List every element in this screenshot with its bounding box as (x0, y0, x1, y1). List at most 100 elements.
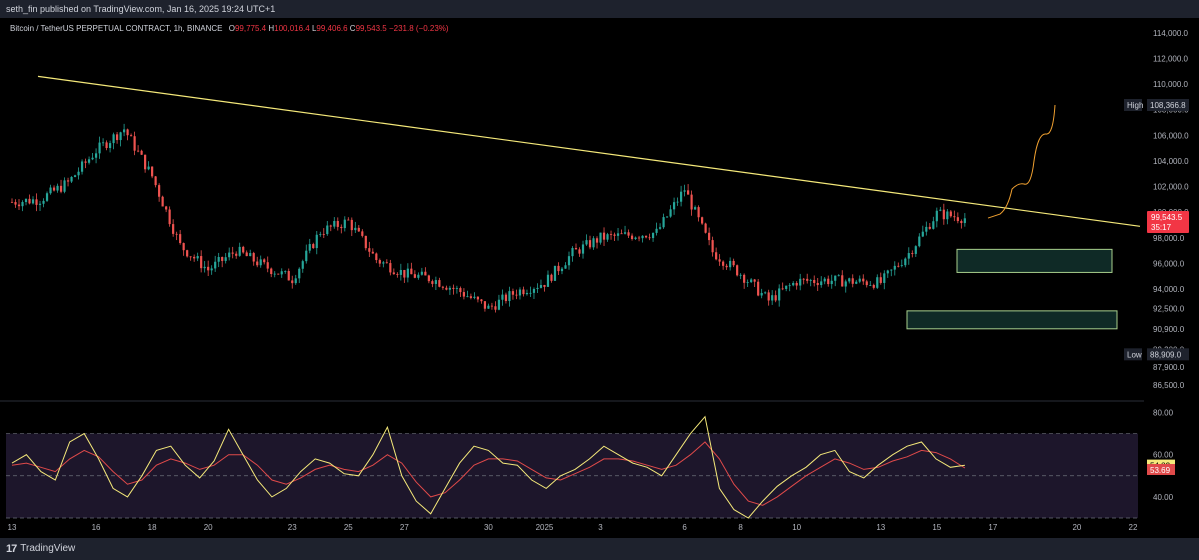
candle-body (189, 256, 192, 258)
rsi-y-tick-label: 60.00 (1153, 451, 1174, 460)
candle-body (715, 252, 718, 260)
candle-body (595, 238, 599, 243)
candle-body (77, 171, 80, 176)
candle-body (546, 274, 550, 287)
candle-body (907, 253, 910, 259)
candle-body (98, 142, 101, 154)
candle-body (452, 287, 455, 289)
candle-body (406, 268, 409, 278)
x-tick-label: 18 (148, 523, 157, 532)
candle-body (651, 232, 655, 239)
candle-body (483, 301, 487, 309)
candle-body (52, 187, 56, 191)
legend-change: −231.8 (−0.23%) (388, 24, 449, 33)
candle-body (329, 225, 332, 227)
candle-body (105, 142, 108, 149)
candle-body (918, 236, 921, 247)
candle-body (599, 232, 602, 243)
current-price-value: 99,543.5 (1151, 213, 1183, 222)
candle-body (904, 258, 907, 266)
candle-body (403, 269, 406, 278)
y-tick-label: 114,000.0 (1153, 29, 1189, 38)
candle-body (56, 185, 59, 191)
candle-body (413, 274, 416, 278)
candle-body (270, 268, 273, 275)
candle-body (172, 224, 175, 234)
candle-body (112, 134, 115, 144)
candle-body (476, 296, 480, 300)
x-tick-label: 22 (1129, 523, 1138, 532)
candle-body (781, 288, 784, 290)
candle-body (697, 207, 700, 218)
candle-body (147, 166, 150, 170)
candle-body (820, 281, 823, 286)
candle-body (592, 238, 595, 248)
candle-body (133, 136, 136, 151)
candle-body (771, 295, 774, 301)
candle-body (417, 274, 420, 278)
rsi-ma-value-tag (1147, 463, 1175, 475)
candle-body (35, 199, 38, 205)
top-bar: seth_fin published on TradingView.com, J… (0, 0, 1199, 18)
candle-body (340, 226, 343, 229)
candle-body (228, 252, 231, 258)
x-tick-label: 20 (1072, 523, 1081, 532)
candle-body (487, 305, 490, 309)
candle-body (343, 219, 346, 229)
x-tick-label: 10 (792, 523, 801, 532)
candle-body (182, 243, 185, 251)
candle-body (497, 299, 501, 310)
candle-body (277, 273, 280, 275)
y-tick-label: 98,000.0 (1153, 234, 1185, 243)
candle-body (743, 274, 746, 283)
demand-zone (956, 248, 1113, 273)
candle-body (792, 282, 795, 286)
candle-body (438, 280, 441, 287)
candle-body (732, 260, 735, 266)
candle-body (644, 235, 648, 238)
candle-body (410, 268, 413, 275)
candle-body (588, 240, 592, 248)
high-value-bg (1147, 98, 1189, 111)
candle-body (855, 281, 858, 284)
y-tick-label: 96,000.0 (1153, 259, 1185, 268)
candle-body (256, 261, 259, 266)
candle-body (637, 237, 641, 239)
y-tick-label: 110,000.0 (1153, 80, 1189, 89)
legend-symbol: Bitcoin / TetherUS PERPETUAL CONTRACT, 1… (10, 24, 223, 33)
candle-body (669, 209, 672, 217)
candle-body (581, 244, 585, 254)
candle-body (224, 257, 227, 261)
candle-body (928, 226, 931, 229)
tradingview-logo[interactable]: 17 TradingView (6, 538, 75, 560)
candle-body (126, 129, 129, 136)
candle-body (858, 278, 861, 282)
x-tick-label: 13 (8, 523, 17, 532)
candle-body (665, 216, 669, 218)
candle-body (179, 234, 182, 244)
candle-body (956, 217, 959, 222)
candle-body (161, 196, 164, 207)
low-label-bg (1124, 348, 1142, 361)
candle-body (420, 271, 423, 275)
candle-body (893, 265, 896, 270)
candle-body (869, 285, 872, 286)
candle-body (175, 233, 178, 235)
candle-body (259, 259, 262, 266)
candle-body (641, 235, 644, 239)
x-tick-label: 2025 (536, 523, 554, 532)
candle-body (252, 253, 255, 262)
candle-body (221, 257, 224, 261)
high-value: 108,366.8 (1150, 101, 1186, 110)
candle-body (872, 285, 875, 288)
candle-body (515, 294, 518, 296)
candle-body (108, 143, 112, 149)
candle-body (623, 232, 627, 234)
legend-open-value: 99,775.4 (234, 24, 267, 33)
legend-close-label: C (349, 24, 356, 33)
candle-body (757, 281, 760, 296)
candle-body (91, 157, 94, 160)
candle-body (750, 279, 753, 283)
candle-body (679, 191, 683, 202)
